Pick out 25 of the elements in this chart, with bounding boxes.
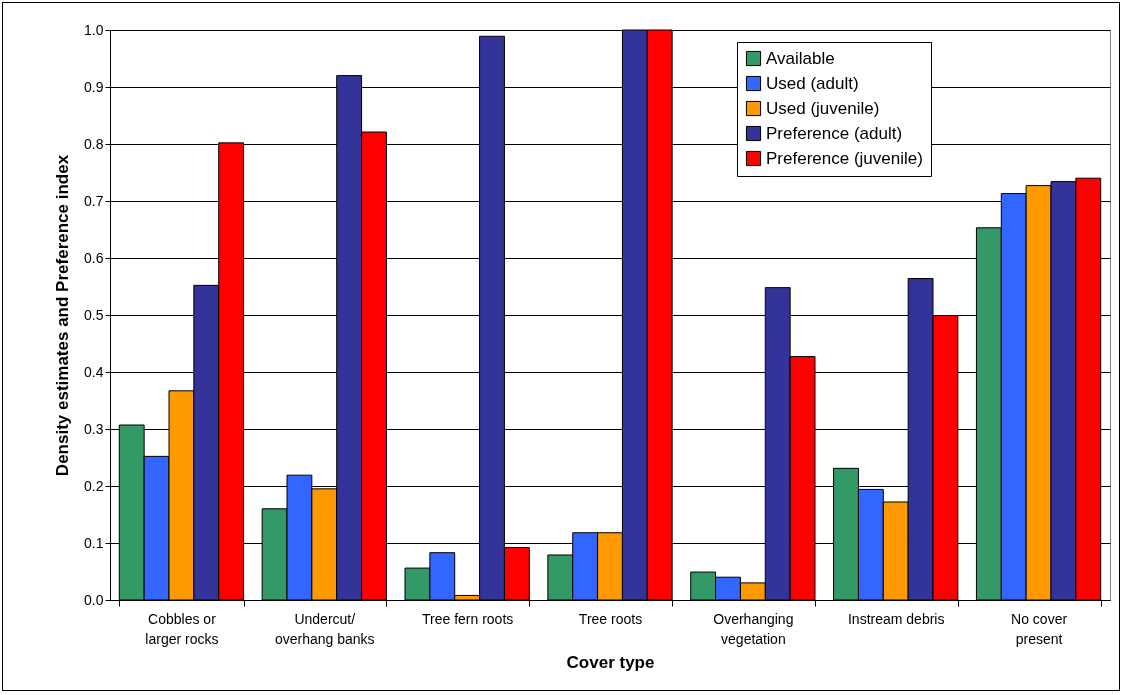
x-tick-label: Undercut/ overhang banks [274,610,375,647]
y-tick-label: 0.2 [84,477,104,494]
y-tick-label: 0.0 [84,591,104,608]
x-tick-label: Tree fern roots [421,610,514,627]
x-axis-title: Cover type [566,652,655,672]
legend-label: Preference (adult) [766,123,903,143]
y-tick-label: 0.5 [84,306,104,323]
legend-label: Available [766,48,835,68]
y-tick-label: 0.6 [84,249,104,266]
y-tick-label: 0.1 [84,534,104,551]
legend-label: Preference (juvenile) [766,148,923,168]
x-tick-label: Overhanging vegetation [713,610,794,647]
x-tick-label: Cobbles or larger rocks [145,610,219,647]
y-tick-label: 0.8 [84,135,104,152]
x-tick-label: Tree roots [578,610,643,627]
x-tick-label: Instream debris [847,610,945,627]
legend-label: Used (juvenile) [766,98,880,118]
y-tick-label: 1.0 [84,21,104,38]
legend-label: Used (adult) [766,73,859,93]
y-tick-label: 0.4 [84,363,104,380]
x-tick-label: No cover present [1011,610,1068,647]
y-tick-label: 0.3 [84,420,104,437]
y-tick-label: 0.9 [84,78,104,95]
y-axis-title: Density estimates and Preference index [53,154,73,477]
y-tick-label: 0.7 [84,192,104,209]
